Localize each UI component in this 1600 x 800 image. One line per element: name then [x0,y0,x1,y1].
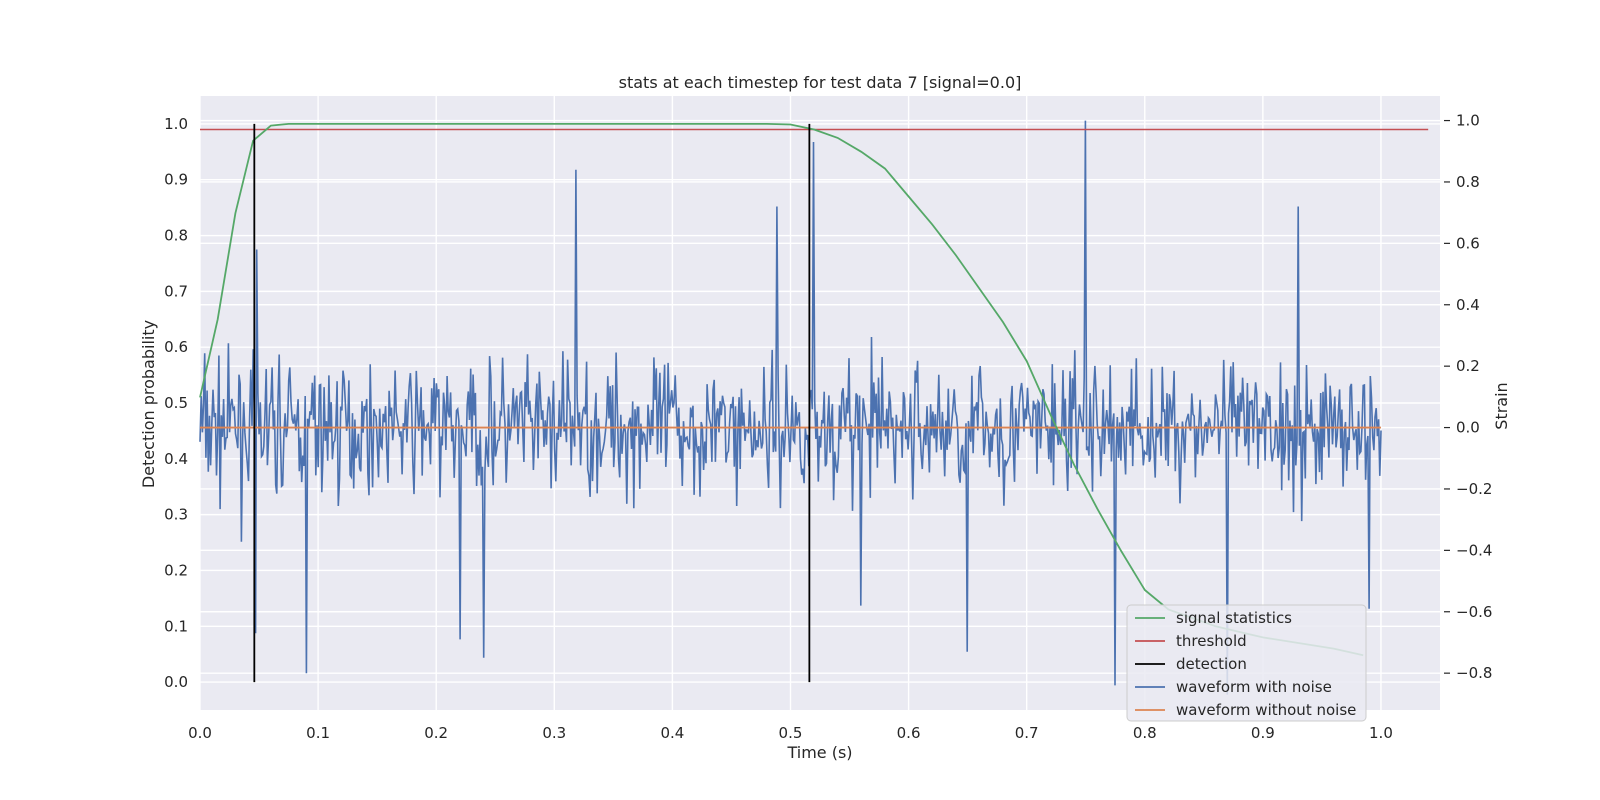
y2-tick-label: 0.8 [1456,173,1480,191]
x-axis-ticks: 0.0 0.1 0.2 0.3 0.4 0.5 0.6 0.7 0.8 0.9 1.0 [188,724,1393,742]
y-tick-label: 0.5 [164,394,188,412]
legend-label: signal statistics [1176,609,1292,627]
y-tick-label: 0.6 [164,338,188,356]
x-tick-label: 0.6 [897,724,921,742]
y2-tick-label: 0.2 [1456,357,1480,375]
legend-label: waveform without noise [1176,701,1356,719]
x-axis-label: Time (s) [786,743,852,762]
y-tick-label: 0.8 [164,227,188,245]
x-tick-label: 0.8 [1133,724,1157,742]
y-tick-label: 1.0 [164,115,188,133]
y-tick-label: 0.3 [164,506,188,524]
y-tick-label: 0.9 [164,171,188,189]
x-tick-label: 0.3 [542,724,566,742]
legend-box [1126,604,1367,722]
x-tick-label: 0.4 [660,724,684,742]
chart-title: stats at each timestep for test data 7 [… [619,73,1022,92]
legend-label: detection [1176,655,1247,673]
x-tick-label: 0.2 [424,724,448,742]
y2-tick-label: 0.6 [1456,234,1480,252]
y2-tick-label: −0.4 [1456,541,1492,559]
legend-label: waveform with noise [1176,678,1332,696]
y-tick-label: 0.0 [164,673,188,691]
x-tick-label: 1.0 [1369,724,1393,742]
y-tick-label: 0.2 [164,561,188,579]
x-tick-label: 0.1 [306,724,330,742]
y-axis-ticks: 0.0 0.1 0.2 0.3 0.4 0.5 0.6 0.7 0.8 0.9 1.0 [164,115,188,691]
grid [199,96,1440,710]
x-tick-label: 0.7 [1015,724,1039,742]
series-waveform-with-noise [199,120,1382,695]
y2-tick-label: −0.8 [1456,664,1492,682]
legend-label: threshold [1176,632,1247,650]
x-tick-label: 0.9 [1251,724,1275,742]
y2-tick-label: −0.6 [1456,603,1492,621]
y2-tick-label: 0.0 [1456,419,1480,437]
y2-tick-label: 1.0 [1456,112,1480,130]
y-tick-label: 0.4 [164,450,188,468]
y2-tick-label: 0.4 [1456,296,1480,314]
y2-axis-ticks: −0.8 −0.6 −0.4 −0.2 0.0 0.2 0.4 0.6 0.8 1.0 [1444,112,1492,682]
y-axis-label: Detection probability [139,320,158,488]
legend: signal statistics threshold detection wavef… [1126,604,1367,722]
y2-tick-label: −0.2 [1456,480,1492,498]
y2-axis-label: Strain [1492,382,1511,429]
y-tick-label: 0.7 [164,282,188,300]
y-tick-label: 0.1 [164,617,188,635]
x-tick-label: 0.5 [779,724,803,742]
x-tick-label: 0.0 [188,724,212,742]
